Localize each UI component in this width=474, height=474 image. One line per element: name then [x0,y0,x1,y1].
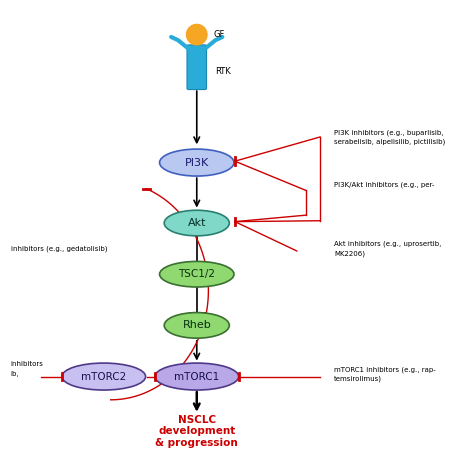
Text: PI3K/Akt inhibitors (e.g., per-: PI3K/Akt inhibitors (e.g., per- [334,182,434,188]
Ellipse shape [155,363,238,390]
Text: Akt: Akt [188,218,206,228]
Text: inhibitors: inhibitors [11,361,44,366]
Ellipse shape [160,149,234,176]
Ellipse shape [160,262,234,287]
Text: NSCLC
development
& progression: NSCLC development & progression [155,415,238,448]
Text: mTORC2: mTORC2 [81,372,127,382]
Ellipse shape [164,312,229,338]
Circle shape [187,25,207,45]
Text: RTK: RTK [215,67,231,76]
Text: inhibitors (e.g., gedatolisib): inhibitors (e.g., gedatolisib) [11,246,107,252]
FancyBboxPatch shape [187,45,207,90]
Text: mTORC1: mTORC1 [174,372,219,382]
Text: GF: GF [213,30,224,39]
Text: PI3K inhibitors (e.g., buparlisib,: PI3K inhibitors (e.g., buparlisib, [334,129,444,136]
Text: Rheb: Rheb [182,320,211,330]
Text: mTORC1 inhibitors (e.g., rap-: mTORC1 inhibitors (e.g., rap- [334,366,436,373]
Text: Akt inhibitors (e.g., uprosertib,: Akt inhibitors (e.g., uprosertib, [334,241,441,247]
Text: serabelisib, alpelisilib, pictilisib): serabelisib, alpelisilib, pictilisib) [334,138,445,145]
Text: temsirolimus): temsirolimus) [334,375,382,382]
Ellipse shape [164,210,229,236]
Text: ib,: ib, [11,371,19,377]
Text: TSC1/2: TSC1/2 [178,269,215,279]
Text: PI3K: PI3K [185,157,209,168]
Ellipse shape [62,363,146,390]
Text: MK2206): MK2206) [334,250,365,256]
